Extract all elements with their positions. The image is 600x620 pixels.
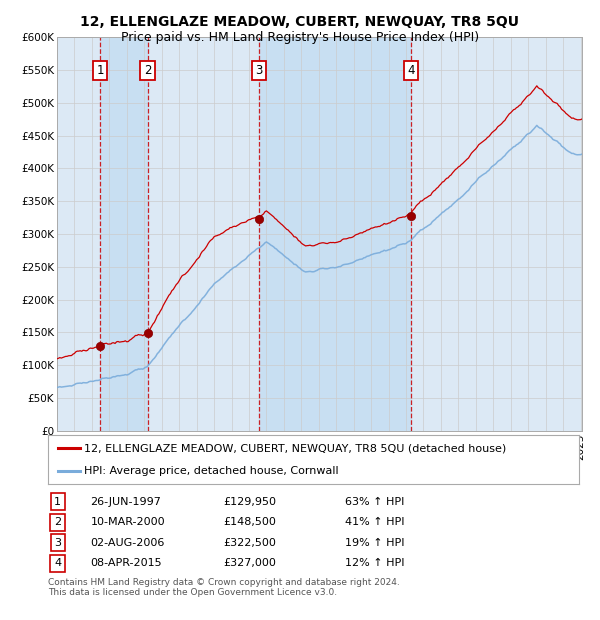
Text: 63% ↑ HPI: 63% ↑ HPI xyxy=(346,497,405,507)
Text: 10-MAR-2000: 10-MAR-2000 xyxy=(91,517,165,527)
Text: 1: 1 xyxy=(54,497,61,507)
Text: 2: 2 xyxy=(144,64,151,77)
Text: £322,500: £322,500 xyxy=(223,538,276,547)
Text: 08-APR-2015: 08-APR-2015 xyxy=(91,558,162,569)
Text: 26-JUN-1997: 26-JUN-1997 xyxy=(91,497,161,507)
Text: £148,500: £148,500 xyxy=(223,517,276,527)
Text: 4: 4 xyxy=(54,558,61,569)
Bar xyxy=(100,37,148,431)
Text: HPI: Average price, detached house, Cornwall: HPI: Average price, detached house, Corn… xyxy=(84,466,339,476)
Text: 19% ↑ HPI: 19% ↑ HPI xyxy=(346,538,405,547)
Text: 12, ELLENGLAZE MEADOW, CUBERT, NEWQUAY, TR8 5QU: 12, ELLENGLAZE MEADOW, CUBERT, NEWQUAY, … xyxy=(80,16,520,30)
Text: 1: 1 xyxy=(97,64,104,77)
Text: 2: 2 xyxy=(54,517,61,527)
Text: 4: 4 xyxy=(407,64,415,77)
Text: 3: 3 xyxy=(54,538,61,547)
Text: 12% ↑ HPI: 12% ↑ HPI xyxy=(346,558,405,569)
Text: £129,950: £129,950 xyxy=(223,497,276,507)
Text: 3: 3 xyxy=(256,64,263,77)
Text: 12, ELLENGLAZE MEADOW, CUBERT, NEWQUAY, TR8 5QU (detached house): 12, ELLENGLAZE MEADOW, CUBERT, NEWQUAY, … xyxy=(84,443,506,453)
Text: Price paid vs. HM Land Registry's House Price Index (HPI): Price paid vs. HM Land Registry's House … xyxy=(121,31,479,44)
Text: 41% ↑ HPI: 41% ↑ HPI xyxy=(346,517,405,527)
Bar xyxy=(259,37,410,431)
Text: £327,000: £327,000 xyxy=(223,558,276,569)
Text: 02-AUG-2006: 02-AUG-2006 xyxy=(91,538,165,547)
Text: Contains HM Land Registry data © Crown copyright and database right 2024.
This d: Contains HM Land Registry data © Crown c… xyxy=(48,578,400,597)
